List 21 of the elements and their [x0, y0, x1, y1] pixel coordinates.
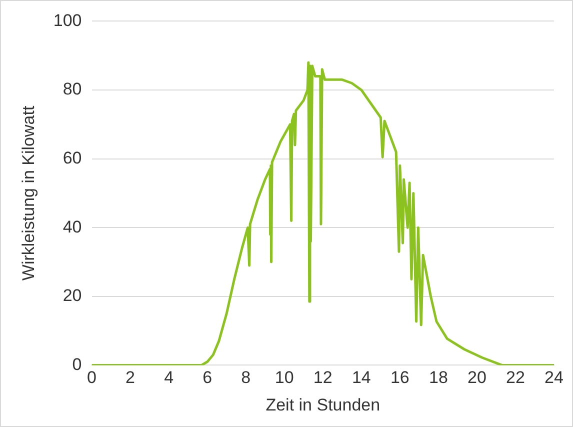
- x-axis-title: Zeit in Stunden: [266, 395, 380, 414]
- x-tick-label: 14: [352, 368, 371, 388]
- x-tick-label: 24: [544, 368, 564, 388]
- x-tick-label: 10: [274, 368, 294, 388]
- x-tick-label: 2: [126, 368, 136, 388]
- y-tick-label: 80: [62, 80, 82, 99]
- y-tick-label: 40: [62, 217, 82, 236]
- y-tick-label: 20: [62, 286, 82, 306]
- x-tick-label: 22: [506, 368, 525, 388]
- y-axis-title: Wirkleistung in Kilowatt: [18, 106, 38, 281]
- y-tick-label: 0: [72, 354, 82, 374]
- x-tick-label: 20: [468, 368, 486, 388]
- x-tick-label: 0: [87, 368, 96, 388]
- x-tick-label: 4: [164, 368, 174, 388]
- y-tick-label: 60: [62, 148, 82, 168]
- x-tick-label: 16: [390, 368, 410, 388]
- x-tick-label: 18: [428, 368, 448, 388]
- x-tick-label: 6: [202, 368, 212, 388]
- y-tick-label: 100: [53, 10, 82, 30]
- x-tick-label: 8: [241, 368, 251, 388]
- x-tick-label: 12: [313, 368, 332, 388]
